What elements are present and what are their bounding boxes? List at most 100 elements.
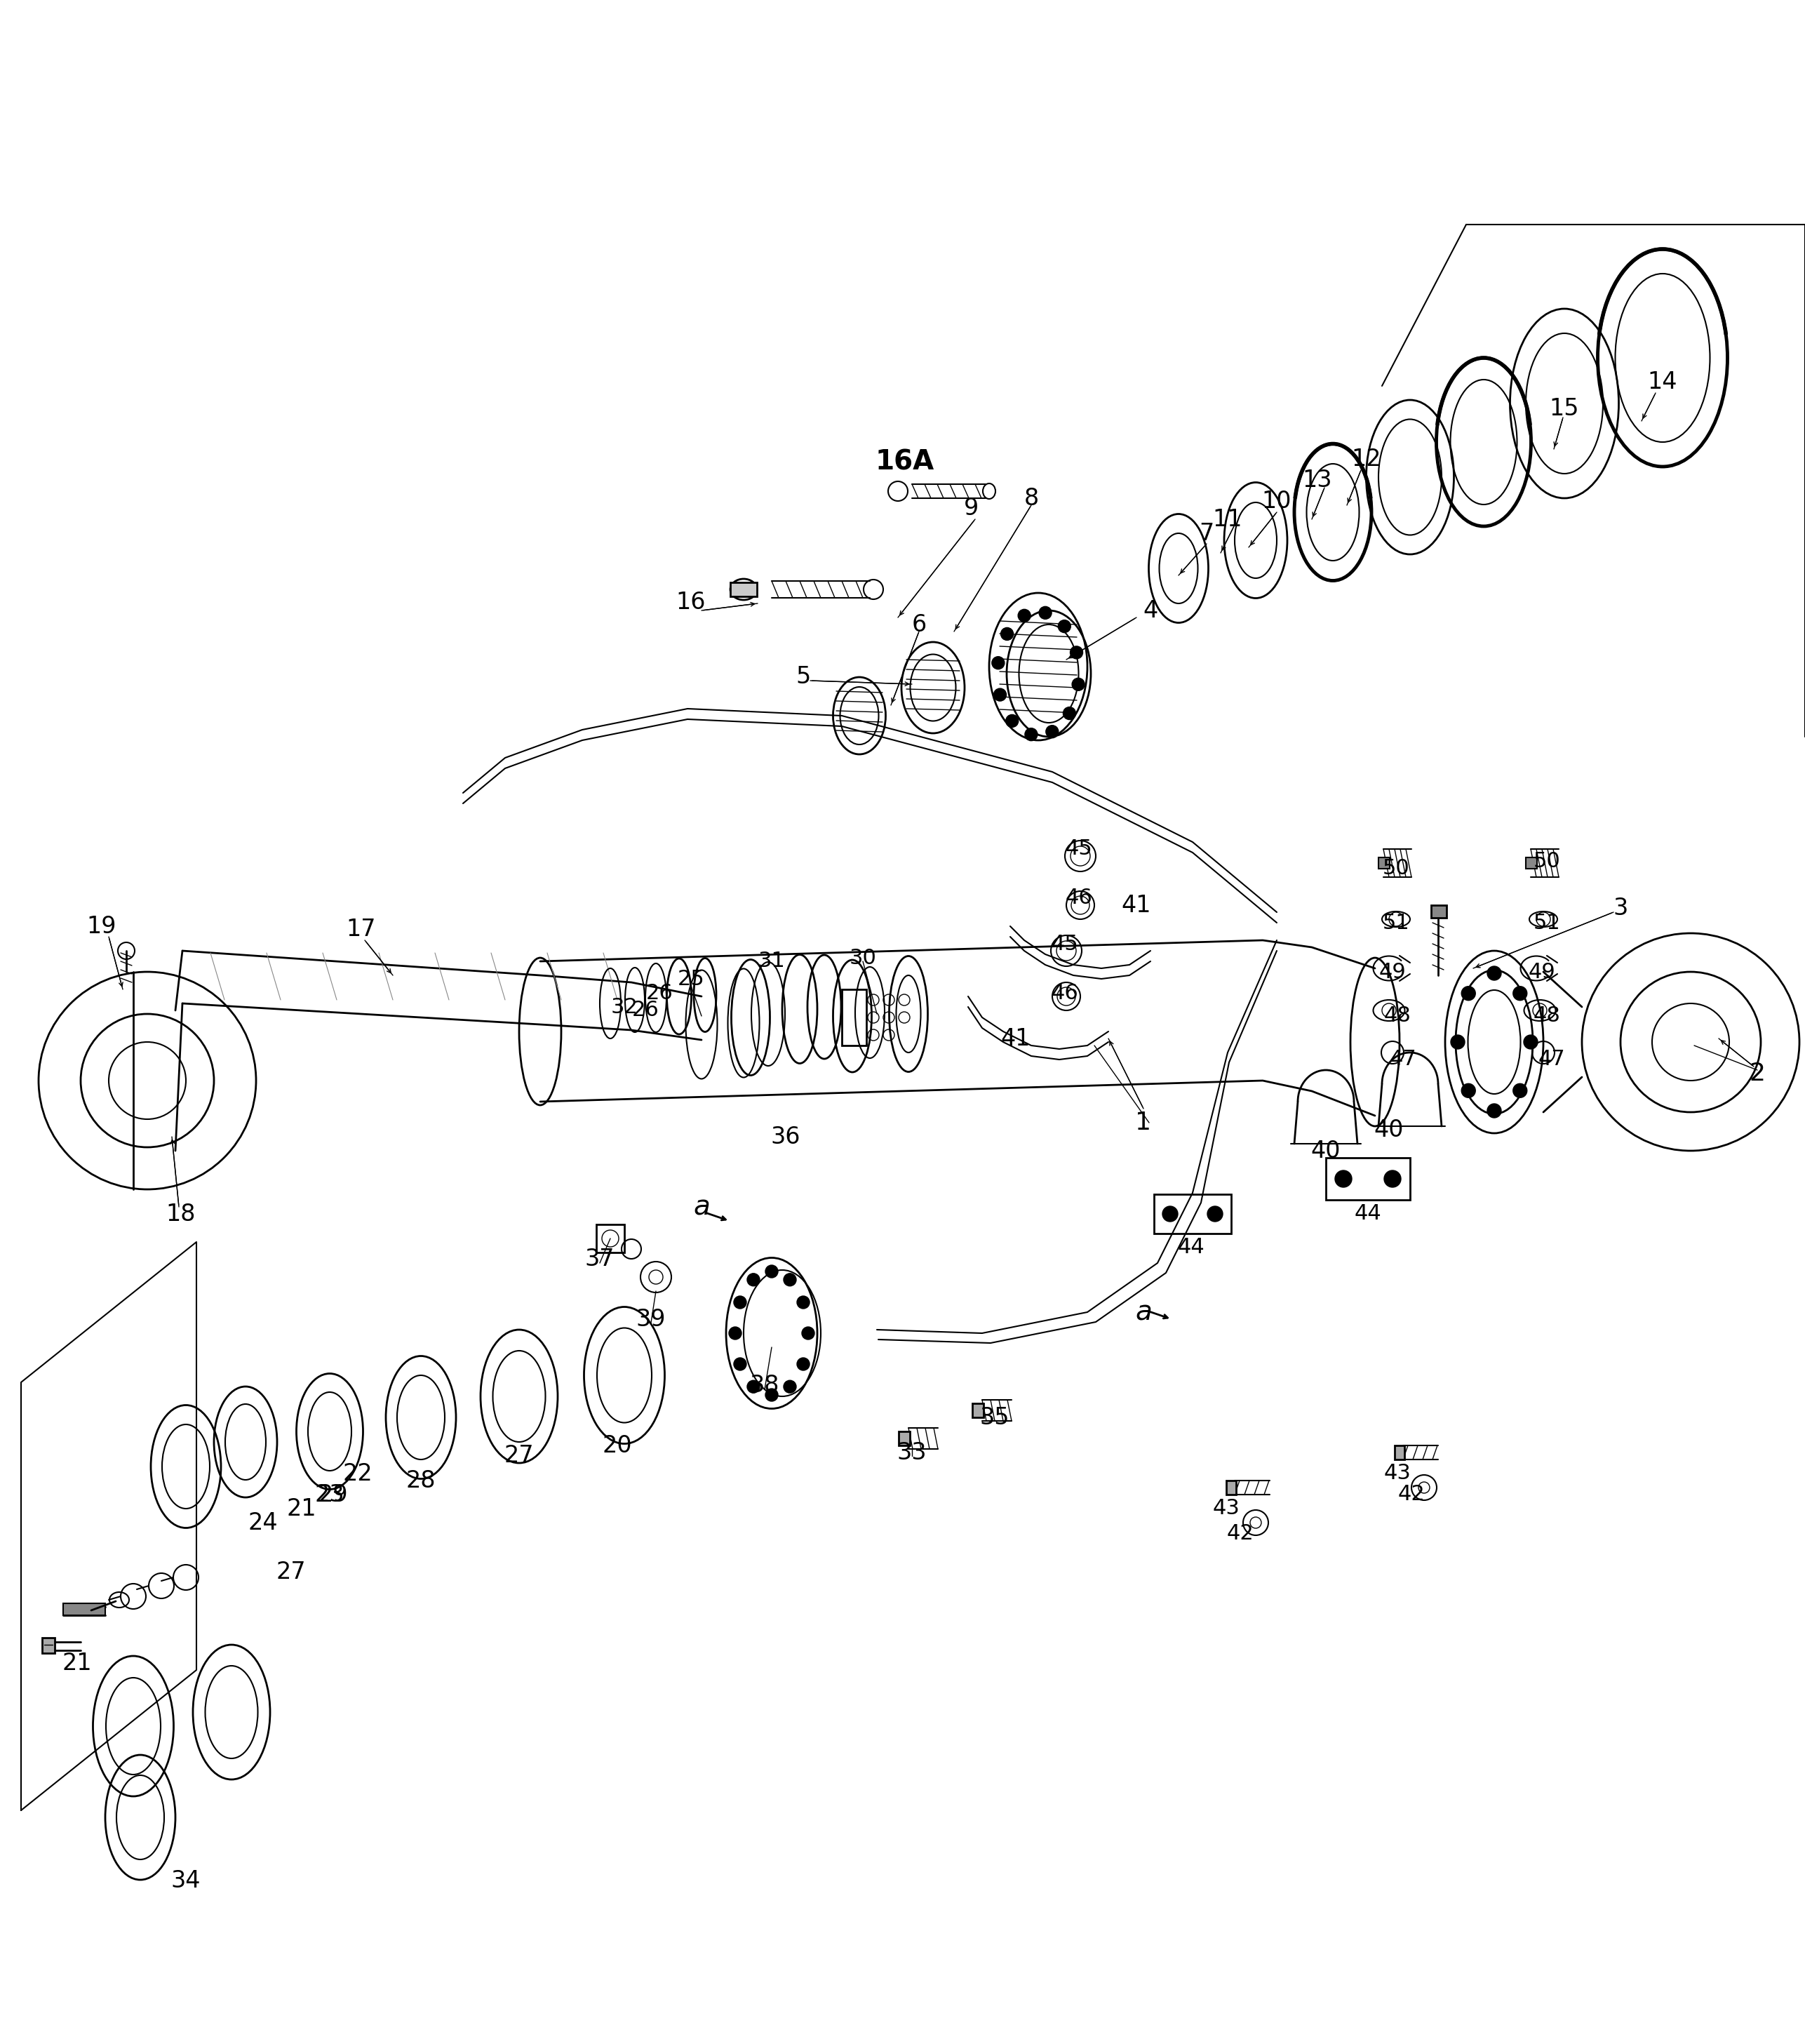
Text: 16: 16 <box>677 591 706 613</box>
Text: 4: 4 <box>1143 599 1159 621</box>
Text: 51: 51 <box>1532 912 1561 932</box>
Text: 13: 13 <box>1303 468 1332 493</box>
Circle shape <box>798 1357 810 1369</box>
Text: 1: 1 <box>1135 1110 1152 1134</box>
Text: 31: 31 <box>758 950 785 971</box>
Circle shape <box>783 1273 796 1286</box>
Text: 29: 29 <box>318 1484 348 1506</box>
Text: 47: 47 <box>1538 1049 1565 1069</box>
Text: 37: 37 <box>585 1249 616 1271</box>
Text: 44: 44 <box>1177 1237 1204 1257</box>
Text: 39: 39 <box>635 1308 666 1331</box>
Circle shape <box>798 1296 810 1308</box>
Bar <box>1525 856 1538 869</box>
Bar <box>899 1431 910 1445</box>
Text: 19: 19 <box>87 914 117 938</box>
Circle shape <box>1384 1171 1401 1188</box>
Circle shape <box>783 1380 796 1394</box>
Text: 18: 18 <box>166 1202 197 1226</box>
Text: 44: 44 <box>1354 1204 1381 1224</box>
Text: 17: 17 <box>347 918 375 942</box>
Text: 32: 32 <box>610 997 637 1018</box>
Circle shape <box>1063 707 1076 719</box>
Circle shape <box>801 1327 814 1339</box>
Text: 38: 38 <box>749 1374 780 1398</box>
Text: 40: 40 <box>1374 1118 1404 1141</box>
Bar <box>63 1602 105 1615</box>
Circle shape <box>1045 726 1058 738</box>
Bar <box>1379 856 1390 869</box>
Bar <box>1327 1157 1410 1200</box>
Circle shape <box>1018 609 1031 621</box>
Circle shape <box>1058 619 1070 634</box>
Bar <box>841 989 866 1047</box>
Circle shape <box>765 1388 778 1402</box>
Text: 26: 26 <box>632 1000 659 1020</box>
Text: 20: 20 <box>603 1435 632 1457</box>
Circle shape <box>1040 607 1052 619</box>
Text: 2: 2 <box>1749 1061 1765 1085</box>
Text: 40: 40 <box>1310 1139 1341 1163</box>
Text: 21: 21 <box>287 1496 316 1521</box>
Bar <box>42 1637 54 1654</box>
Text: 16A: 16A <box>875 448 935 474</box>
Circle shape <box>735 1296 747 1308</box>
Circle shape <box>1487 1104 1502 1118</box>
Text: 35: 35 <box>980 1406 1009 1429</box>
Circle shape <box>1005 715 1018 728</box>
Text: 5: 5 <box>796 666 810 689</box>
Text: 10: 10 <box>1262 491 1292 513</box>
Text: 11: 11 <box>1213 507 1242 531</box>
Bar <box>1153 1194 1231 1235</box>
Text: 49: 49 <box>1529 961 1556 981</box>
Text: 50: 50 <box>1383 858 1410 879</box>
Text: 3: 3 <box>1614 897 1628 920</box>
Circle shape <box>1336 1171 1352 1188</box>
Text: 43: 43 <box>1213 1498 1240 1519</box>
Text: 34: 34 <box>171 1868 200 1893</box>
Text: 49: 49 <box>1379 961 1406 981</box>
Text: 42: 42 <box>1397 1484 1424 1504</box>
Text: 7: 7 <box>1199 521 1215 546</box>
Text: 47: 47 <box>1390 1049 1417 1069</box>
Circle shape <box>995 689 1007 701</box>
Circle shape <box>735 1357 747 1369</box>
Text: 36: 36 <box>771 1124 801 1149</box>
Circle shape <box>729 1327 742 1339</box>
Text: 9: 9 <box>964 497 978 521</box>
Circle shape <box>765 1265 778 1278</box>
Text: 27: 27 <box>276 1560 307 1584</box>
Text: 33: 33 <box>897 1441 928 1464</box>
Circle shape <box>1208 1206 1222 1222</box>
Text: 12: 12 <box>1352 448 1381 472</box>
Text: 46: 46 <box>1051 983 1079 1004</box>
Circle shape <box>1451 1034 1466 1049</box>
Text: 41: 41 <box>1121 893 1152 918</box>
Text: 41: 41 <box>1002 1026 1031 1051</box>
Bar <box>1226 1480 1236 1494</box>
Bar <box>596 1224 625 1253</box>
Text: 23: 23 <box>314 1484 345 1506</box>
Circle shape <box>1513 1083 1527 1098</box>
Circle shape <box>1523 1034 1538 1049</box>
Text: 21: 21 <box>61 1652 92 1674</box>
Circle shape <box>747 1380 760 1394</box>
Text: 45: 45 <box>1065 838 1092 858</box>
Circle shape <box>1462 987 1475 1000</box>
Circle shape <box>1072 679 1085 691</box>
Text: 22: 22 <box>343 1461 374 1486</box>
Bar <box>1395 1445 1404 1459</box>
Circle shape <box>1513 987 1527 1000</box>
Text: 50: 50 <box>1532 852 1561 873</box>
Text: 48: 48 <box>1532 1006 1561 1026</box>
Text: a: a <box>693 1194 709 1220</box>
Circle shape <box>747 1273 760 1286</box>
Text: 30: 30 <box>848 948 877 969</box>
Text: 45: 45 <box>1051 934 1079 955</box>
Text: 25: 25 <box>677 969 704 989</box>
Circle shape <box>1162 1206 1179 1222</box>
Circle shape <box>1025 728 1038 740</box>
Text: 28: 28 <box>406 1470 435 1492</box>
Text: 8: 8 <box>1023 486 1038 509</box>
Bar <box>731 583 756 597</box>
